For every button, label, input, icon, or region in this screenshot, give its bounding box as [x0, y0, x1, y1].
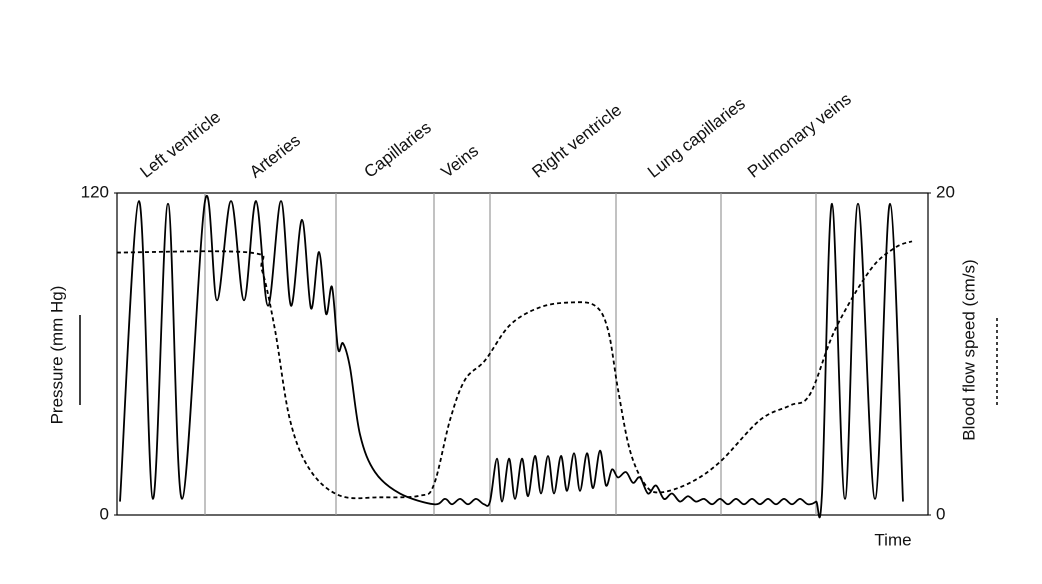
y-tick-label: 120	[81, 182, 109, 201]
y2-tick-label: 0	[936, 504, 945, 523]
x-axis-label: Time	[874, 530, 911, 549]
region-label: Capillaries	[361, 118, 435, 182]
region-label: Pulmonary veins	[744, 89, 855, 181]
region-label: Arteries	[246, 131, 304, 182]
series-line	[119, 195, 904, 519]
region-label: Right ventricle	[529, 100, 626, 181]
y2-tick-label: 20	[936, 182, 955, 201]
plot-frame	[116, 192, 929, 516]
region-label: Lung capillaries	[644, 94, 749, 182]
region-label: Veins	[438, 141, 482, 182]
y2-axis-label: Blood flow speed (cm/s)	[959, 259, 978, 440]
region-label: Left ventricle	[137, 107, 225, 181]
y-axis-label: Pressure (mm Hg)	[47, 286, 66, 425]
y-tick-label: 0	[100, 504, 109, 523]
series-line	[116, 240, 913, 500]
